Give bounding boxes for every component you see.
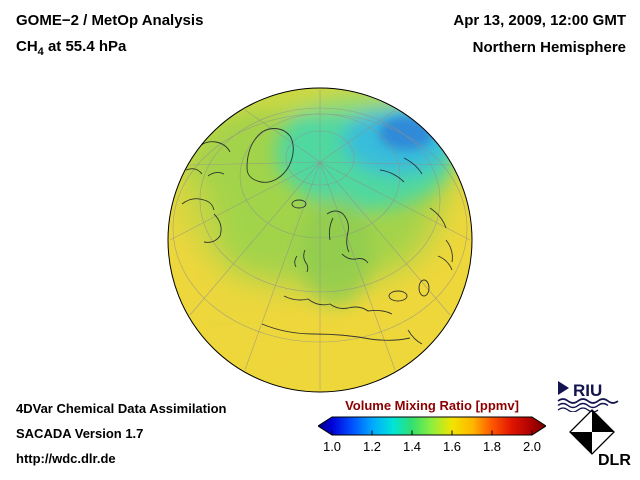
tick-label: 2.0 [522, 439, 542, 454]
dlr-logo-mark-icon [569, 409, 615, 455]
tick-label: 1.8 [482, 439, 502, 454]
analysis-title: GOME−2 / MetOp Analysis [16, 12, 204, 29]
colorbar-gradient-bar [318, 416, 546, 436]
coastlines [181, 128, 453, 345]
hemisphere-label: Northern Hemisphere [472, 39, 626, 56]
colorbar: Volume Mixing Ratio [ppmv] [318, 398, 546, 454]
pressure-level: at 55.4 hPa [43, 38, 127, 55]
dlr-logo-text: DLR [598, 452, 631, 468]
tick-label: 1.2 [362, 439, 382, 454]
credit-version: SACADA Version 1.7 [16, 426, 144, 441]
graticule [169, 90, 471, 390]
species-subscript: 4 [37, 46, 44, 58]
globe-outline [167, 87, 473, 393]
tick-label: 1.4 [402, 439, 422, 454]
riu-logo-text: RIU [573, 381, 602, 400]
colorbar-title: Volume Mixing Ratio [ppmv] [345, 398, 519, 413]
tick-label: 1.0 [322, 439, 342, 454]
colorbar-tick-marks [331, 430, 533, 435]
credit-assimilation: 4DVar Chemical Data Assimilation [16, 401, 227, 416]
species-symbol: CH [16, 38, 38, 55]
riu-logo: RIU [557, 381, 619, 412]
date-label: Apr 13, 2009, 12:00 GMT [453, 12, 626, 29]
riu-logo-arrow-icon [558, 381, 569, 395]
header-left: GOME−2 / MetOp Analysis CH4 at 55.4 hPa [16, 12, 203, 58]
dlr-logo: DLR [569, 409, 631, 468]
credit-url: http://wdc.dlr.de [16, 451, 116, 466]
tick-label: 1.6 [442, 439, 462, 454]
colorbar-tick-labels: 1.0 1.2 1.4 1.6 1.8 2.0 [318, 439, 546, 454]
species-level-label: CH4 at 55.4 hPa [16, 38, 203, 58]
header-right: Apr 13, 2009, 12:00 GMT Northern Hemisph… [453, 12, 626, 56]
credits: 4DVar Chemical Data Assimilation SACADA … [16, 396, 227, 471]
